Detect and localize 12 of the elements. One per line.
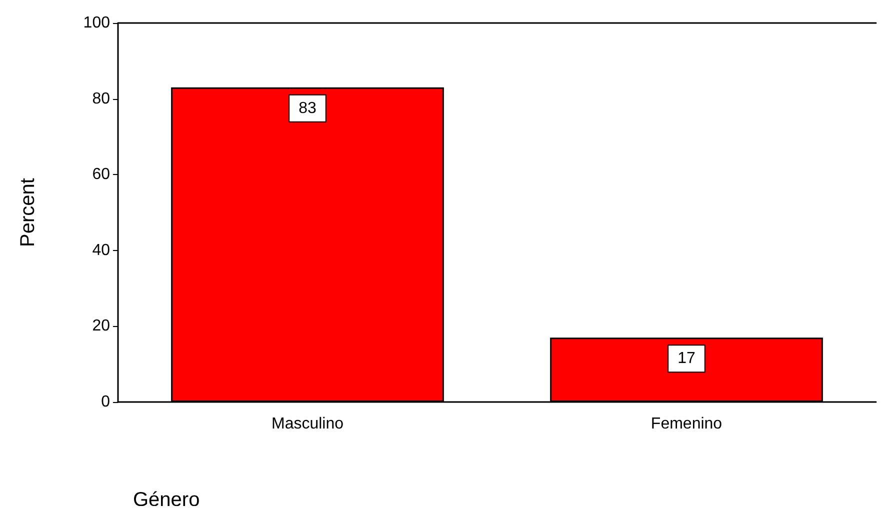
y-tick-label: 20: [92, 318, 110, 335]
x-tick-label: Femenino: [650, 416, 722, 432]
x-tick-label: Masculino: [271, 416, 344, 432]
x-axis-title: Género: [133, 489, 200, 511]
y-tick-label: 40: [92, 242, 110, 259]
y-tick-label: 0: [101, 394, 110, 410]
data-label: 83: [298, 100, 316, 117]
y-axis-title: Percent: [17, 178, 39, 247]
data-label: 17: [678, 350, 696, 368]
y-tick-label: 60: [92, 166, 110, 184]
y-tick-label: 100: [83, 14, 110, 32]
y-tick-label: 80: [92, 90, 110, 108]
